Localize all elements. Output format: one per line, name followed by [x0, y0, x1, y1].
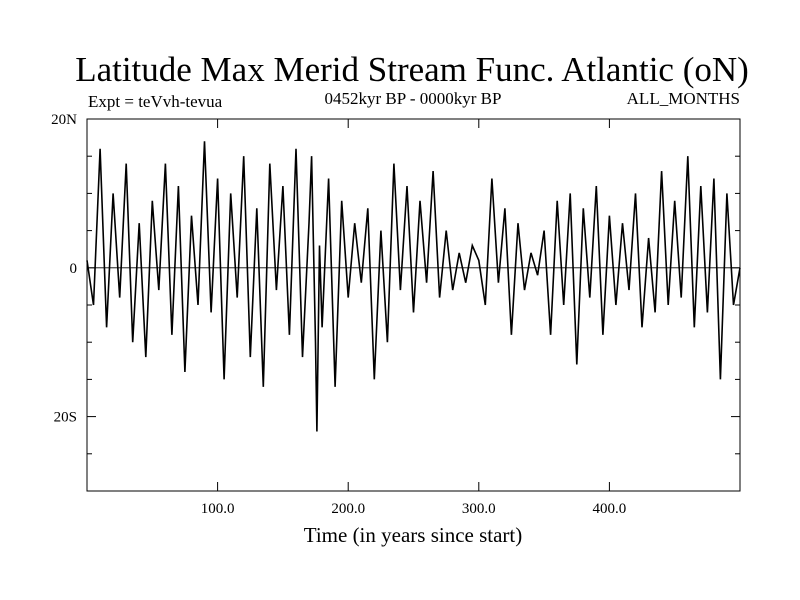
plot-area: 100.0 200.0 300.0 400.0 20N 0 20S: [51, 112, 741, 517]
experiment-label: Expt = teVvh-tevua: [88, 92, 223, 111]
axis-tick-labels: 100.0 200.0 300.0 400.0 20N 0 20S: [51, 112, 626, 517]
chart-title: Latitude Max Merid Stream Func. Atlantic…: [75, 50, 749, 89]
x-tick-label: 400.0: [593, 501, 627, 517]
x-tick-label: 200.0: [331, 501, 365, 517]
months-label: ALL_MONTHS: [627, 89, 740, 108]
series-line: [86, 141, 741, 432]
x-tick-label: 300.0: [462, 501, 496, 517]
y-tick-label: 0: [70, 261, 78, 277]
x-axis-label: Time (in years since start): [304, 523, 523, 547]
time-range-label: 0452kyr BP - 0000kyr BP: [325, 89, 502, 108]
y-tick-label: 20S: [54, 410, 77, 426]
x-tick-label: 100.0: [201, 501, 235, 517]
y-tick-label: 20N: [51, 112, 77, 128]
